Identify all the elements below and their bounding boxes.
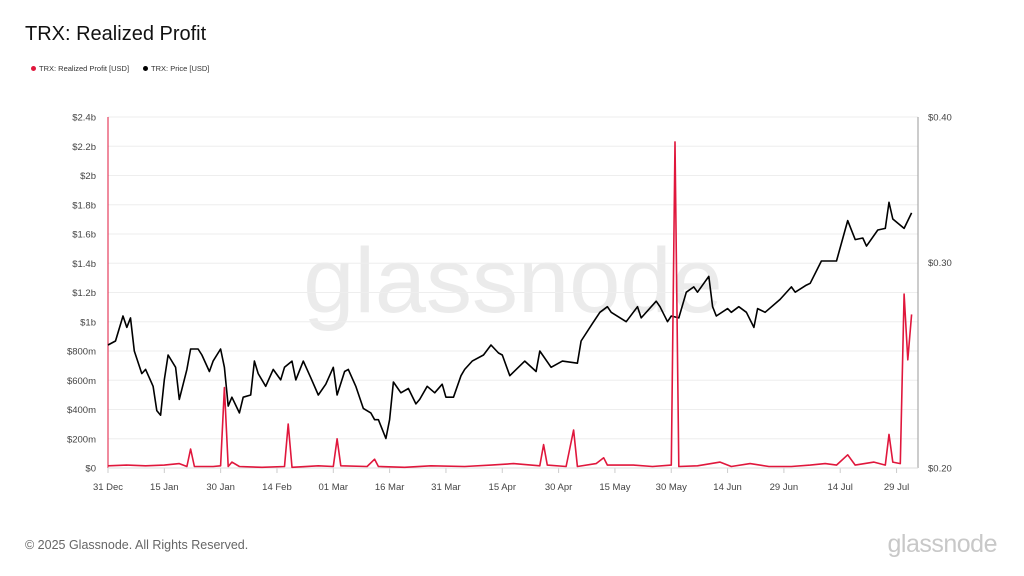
legend-label-profit: TRX: Realized Profit [USD] <box>39 64 130 73</box>
y-left-tick-label: $1.8b <box>72 200 96 211</box>
copyright: © 2025 Glassnode. All Rights Reserved. <box>25 538 249 552</box>
y-right-tick-label: $0.20 <box>928 464 952 475</box>
x-tick-label: 14 Jul <box>828 482 853 493</box>
realized-profit-series-line <box>107 141 913 469</box>
x-tick-label: 30 May <box>656 482 687 493</box>
page-title: TRX: Realized Profit <box>25 23 207 45</box>
x-tick-label: 30 Apr <box>545 482 572 493</box>
legend-item-price[interactable]: TRX: Price [USD] <box>143 64 209 73</box>
y-left-tick-label: $800m <box>67 347 96 358</box>
legend-dot-price-icon <box>143 66 149 71</box>
x-tick-label: 30 Jan <box>206 482 235 493</box>
legend-dot-profit-icon <box>31 66 36 71</box>
x-tick-label: 01 Mar <box>319 482 349 493</box>
y-left-tick-label: $1.4b <box>72 259 96 270</box>
y-left-tick-label: $0 <box>85 464 96 475</box>
x-tick-label: 15 Jan <box>150 482 179 493</box>
y-right-tick-label: $0.30 <box>928 258 952 269</box>
x-tick-label: 15 May <box>599 482 630 493</box>
price-series-line <box>107 201 913 440</box>
legend-label-price: TRX: Price [USD] <box>151 64 210 73</box>
y-left-tick-label: $200m <box>67 434 96 445</box>
y-left-tick-label: $2b <box>80 171 96 182</box>
x-tick-label: 15 Apr <box>489 482 516 493</box>
y-left-tick-label: $1b <box>80 317 96 328</box>
x-tick-label: 31 Dec <box>93 482 123 493</box>
watermark: glassnode <box>303 230 722 332</box>
x-tick-label: 29 Jun <box>770 482 799 493</box>
x-tick-label: 16 Mar <box>375 482 405 493</box>
y-left-tick-label: $2.2b <box>72 142 96 153</box>
y-left-tick-label: $1.2b <box>72 288 96 299</box>
x-tick-label: 14 Feb <box>262 482 292 493</box>
y-left-tick-label: $400m <box>67 405 96 416</box>
glassnode-logo: glassnode <box>887 530 998 558</box>
legend: TRX: Realized Profit [USD] TRX: Price [U… <box>31 64 209 73</box>
x-tick-label: 14 Jun <box>713 482 742 493</box>
x-tick-label: 31 Mar <box>431 482 461 493</box>
y-left-tick-label: $2.4b <box>72 113 96 124</box>
legend-item-profit[interactable]: TRX: Realized Profit [USD] <box>31 64 129 73</box>
x-tick-label: 29 Jul <box>884 482 909 493</box>
y-right-tick-label: $0.40 <box>928 113 952 124</box>
y-left-tick-label: $600m <box>67 376 96 387</box>
y-left-tick-label: $1.6b <box>72 230 96 241</box>
